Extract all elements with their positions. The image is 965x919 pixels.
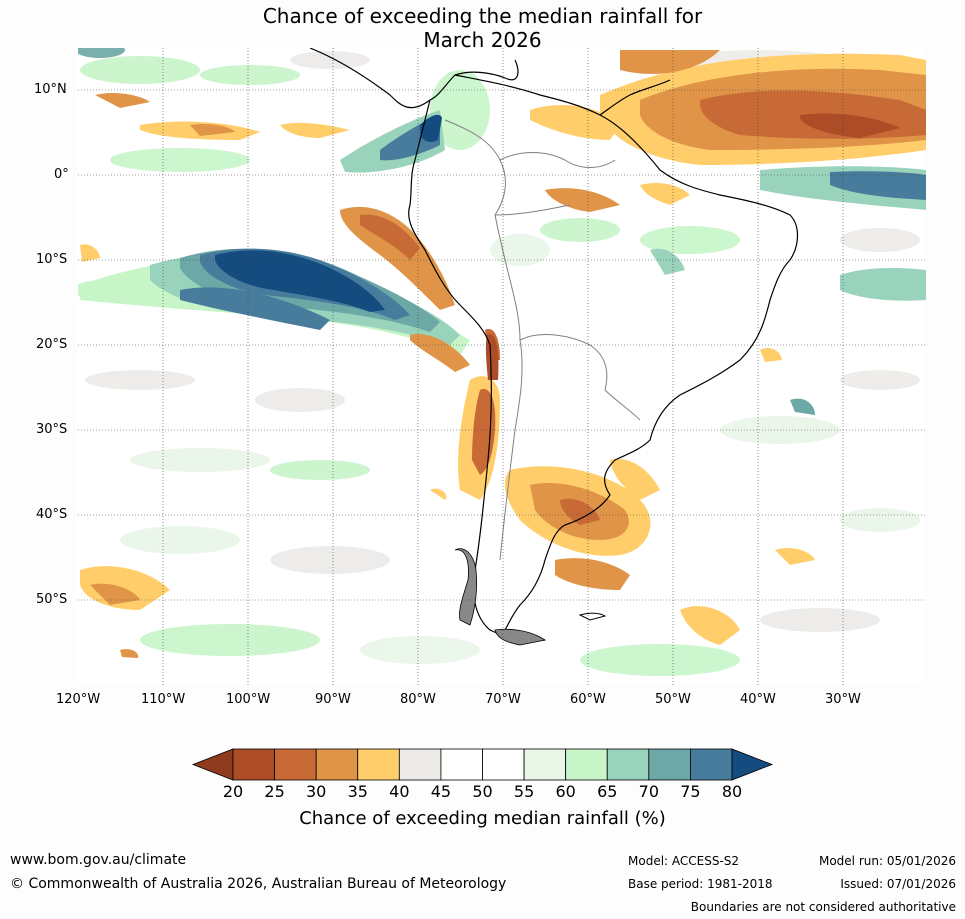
lon-label: 80°W (400, 692, 436, 707)
colorbar-tick-label: 30 (305, 782, 327, 801)
colorbar-segment (232, 748, 275, 781)
colorbar-tick-label: 60 (555, 782, 576, 801)
lon-label: 40°W (740, 692, 776, 707)
lat-label: 30°S (36, 422, 68, 437)
graticule (78, 48, 926, 685)
lon-label: 30°W (825, 692, 861, 707)
colorbar-extend-high (731, 748, 774, 781)
lat-label: 40°S (36, 507, 68, 522)
lat-label: 50°S (36, 592, 68, 607)
falklands-outline (578, 612, 607, 621)
lon-label: 60°W (570, 692, 606, 707)
colorbar-tick-label: 65 (597, 782, 618, 801)
copyright-notice: © Commonwealth of Australia 2026, Austra… (10, 876, 507, 892)
lon-label: 50°W (655, 692, 691, 707)
model-name: Model: ACCESS-S2 (628, 854, 740, 868)
chile-coast-dry (458, 334, 500, 500)
boundaries-disclaimer: Boundaries are not considered authoritat… (690, 900, 956, 914)
colorbar-segment (690, 748, 733, 781)
title-line-1: Chance of exceeding the median rainfall … (262, 4, 703, 28)
lat-label: 20°S (36, 337, 68, 352)
colorbar-extend-low (191, 748, 234, 781)
colorbar-tick-label: 80 (721, 782, 743, 801)
lon-label: 90°W (315, 692, 351, 707)
lat-label: 10°S (36, 252, 68, 267)
colorbar-tick-label: 70 (638, 782, 659, 801)
lat-label: 0° (54, 167, 69, 182)
colorbar-tick-label: 40 (389, 782, 410, 801)
colorbar-tick-label: 45 (430, 782, 452, 801)
lon-label: 100°W (226, 692, 271, 707)
colorbar-segment (315, 748, 359, 781)
pacific-colombia-wet (340, 110, 445, 173)
argentina-dry (504, 459, 740, 645)
pacific-wet-band (80, 248, 470, 355)
colorbar-segment (523, 748, 567, 781)
lon-label: 110°W (141, 692, 186, 707)
colorbar-tick-label: 35 (347, 782, 368, 801)
colorbar-tick-label: 20 (222, 782, 244, 801)
atlantic-dry-north (530, 50, 926, 212)
colorbar-segment (357, 748, 400, 781)
atlantic-wet-equator (650, 166, 926, 415)
base-period: Base period: 1981-2018 (628, 877, 773, 891)
map-title: Chance of exceeding the median rainfall … (0, 4, 965, 52)
colorbar-tick-label: 50 (472, 782, 493, 801)
lon-label: 70°W (485, 692, 521, 707)
colorbar-segment (274, 748, 317, 781)
lat-label: 10°N (34, 82, 67, 97)
colorbar-segment (606, 748, 650, 781)
colorbar-tick-label: 25 (264, 782, 285, 801)
lon-label: 120°W (56, 692, 101, 707)
southern-islands (454, 548, 547, 646)
pacific-dry-peru (340, 206, 500, 372)
small-patches (80, 92, 815, 658)
country-borders (444, 119, 641, 561)
issued-date: Issued: 07/01/2026 (840, 877, 956, 891)
colorbar-segment (440, 748, 483, 781)
colorbar (191, 748, 774, 781)
colorbar-title: Chance of exceeding median rainfall (%) (299, 808, 666, 829)
colorbar-segment (565, 748, 608, 781)
colorbar-segment (398, 748, 442, 781)
website-url: www.bom.gov.au/climate (10, 852, 187, 868)
colorbar-segment (648, 748, 691, 781)
colorbar-segment (482, 748, 525, 781)
colorbar-tick-label: 55 (513, 782, 535, 801)
colorbar-tick-label: 75 (680, 782, 701, 801)
model-run-date: Model run: 05/01/2026 (818, 854, 956, 868)
